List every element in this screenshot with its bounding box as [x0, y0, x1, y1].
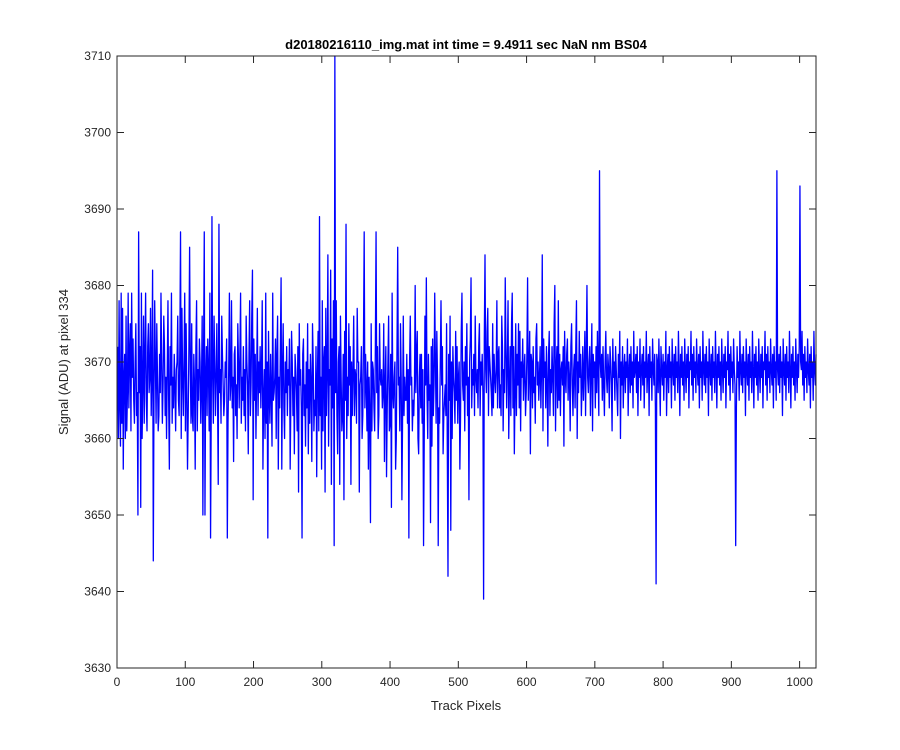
x-tick-label: 0	[114, 675, 121, 689]
x-tick-label: 200	[244, 675, 264, 689]
y-tick-label: 3670	[84, 355, 111, 369]
y-tick-label: 3630	[84, 661, 111, 675]
x-tick-label: 700	[585, 675, 605, 689]
y-tick-label: 3680	[84, 279, 111, 293]
y-tick-label: 3650	[84, 508, 111, 522]
x-tick-label: 100	[175, 675, 195, 689]
x-tick-label: 400	[380, 675, 400, 689]
y-axis-label: Signal (ADU) at pixel 334	[56, 289, 71, 435]
series-line-0	[117, 55, 817, 600]
y-tick-label: 3710	[84, 49, 111, 63]
y-tick-label: 3640	[84, 585, 111, 599]
chart-title: d20180216110_img.mat int time = 9.4911 s…	[285, 37, 647, 52]
ticks-layer: 0 100 200 300 400 500 600 700 800 900 1000 3630 3640…	[84, 49, 816, 689]
y-tick-label: 3690	[84, 202, 111, 216]
x-tick-label: 1000	[786, 675, 813, 689]
x-tick-label: 900	[721, 675, 741, 689]
x-tick-label: 300	[312, 675, 332, 689]
x-tick-label: 500	[448, 675, 468, 689]
x-tick-label: 600	[517, 675, 537, 689]
x-tick-label: 800	[653, 675, 673, 689]
series-layer	[117, 55, 817, 600]
y-tick-label: 3660	[84, 432, 111, 446]
x-axis-label: Track Pixels	[431, 698, 502, 713]
y-tick-label: 3700	[84, 126, 111, 140]
